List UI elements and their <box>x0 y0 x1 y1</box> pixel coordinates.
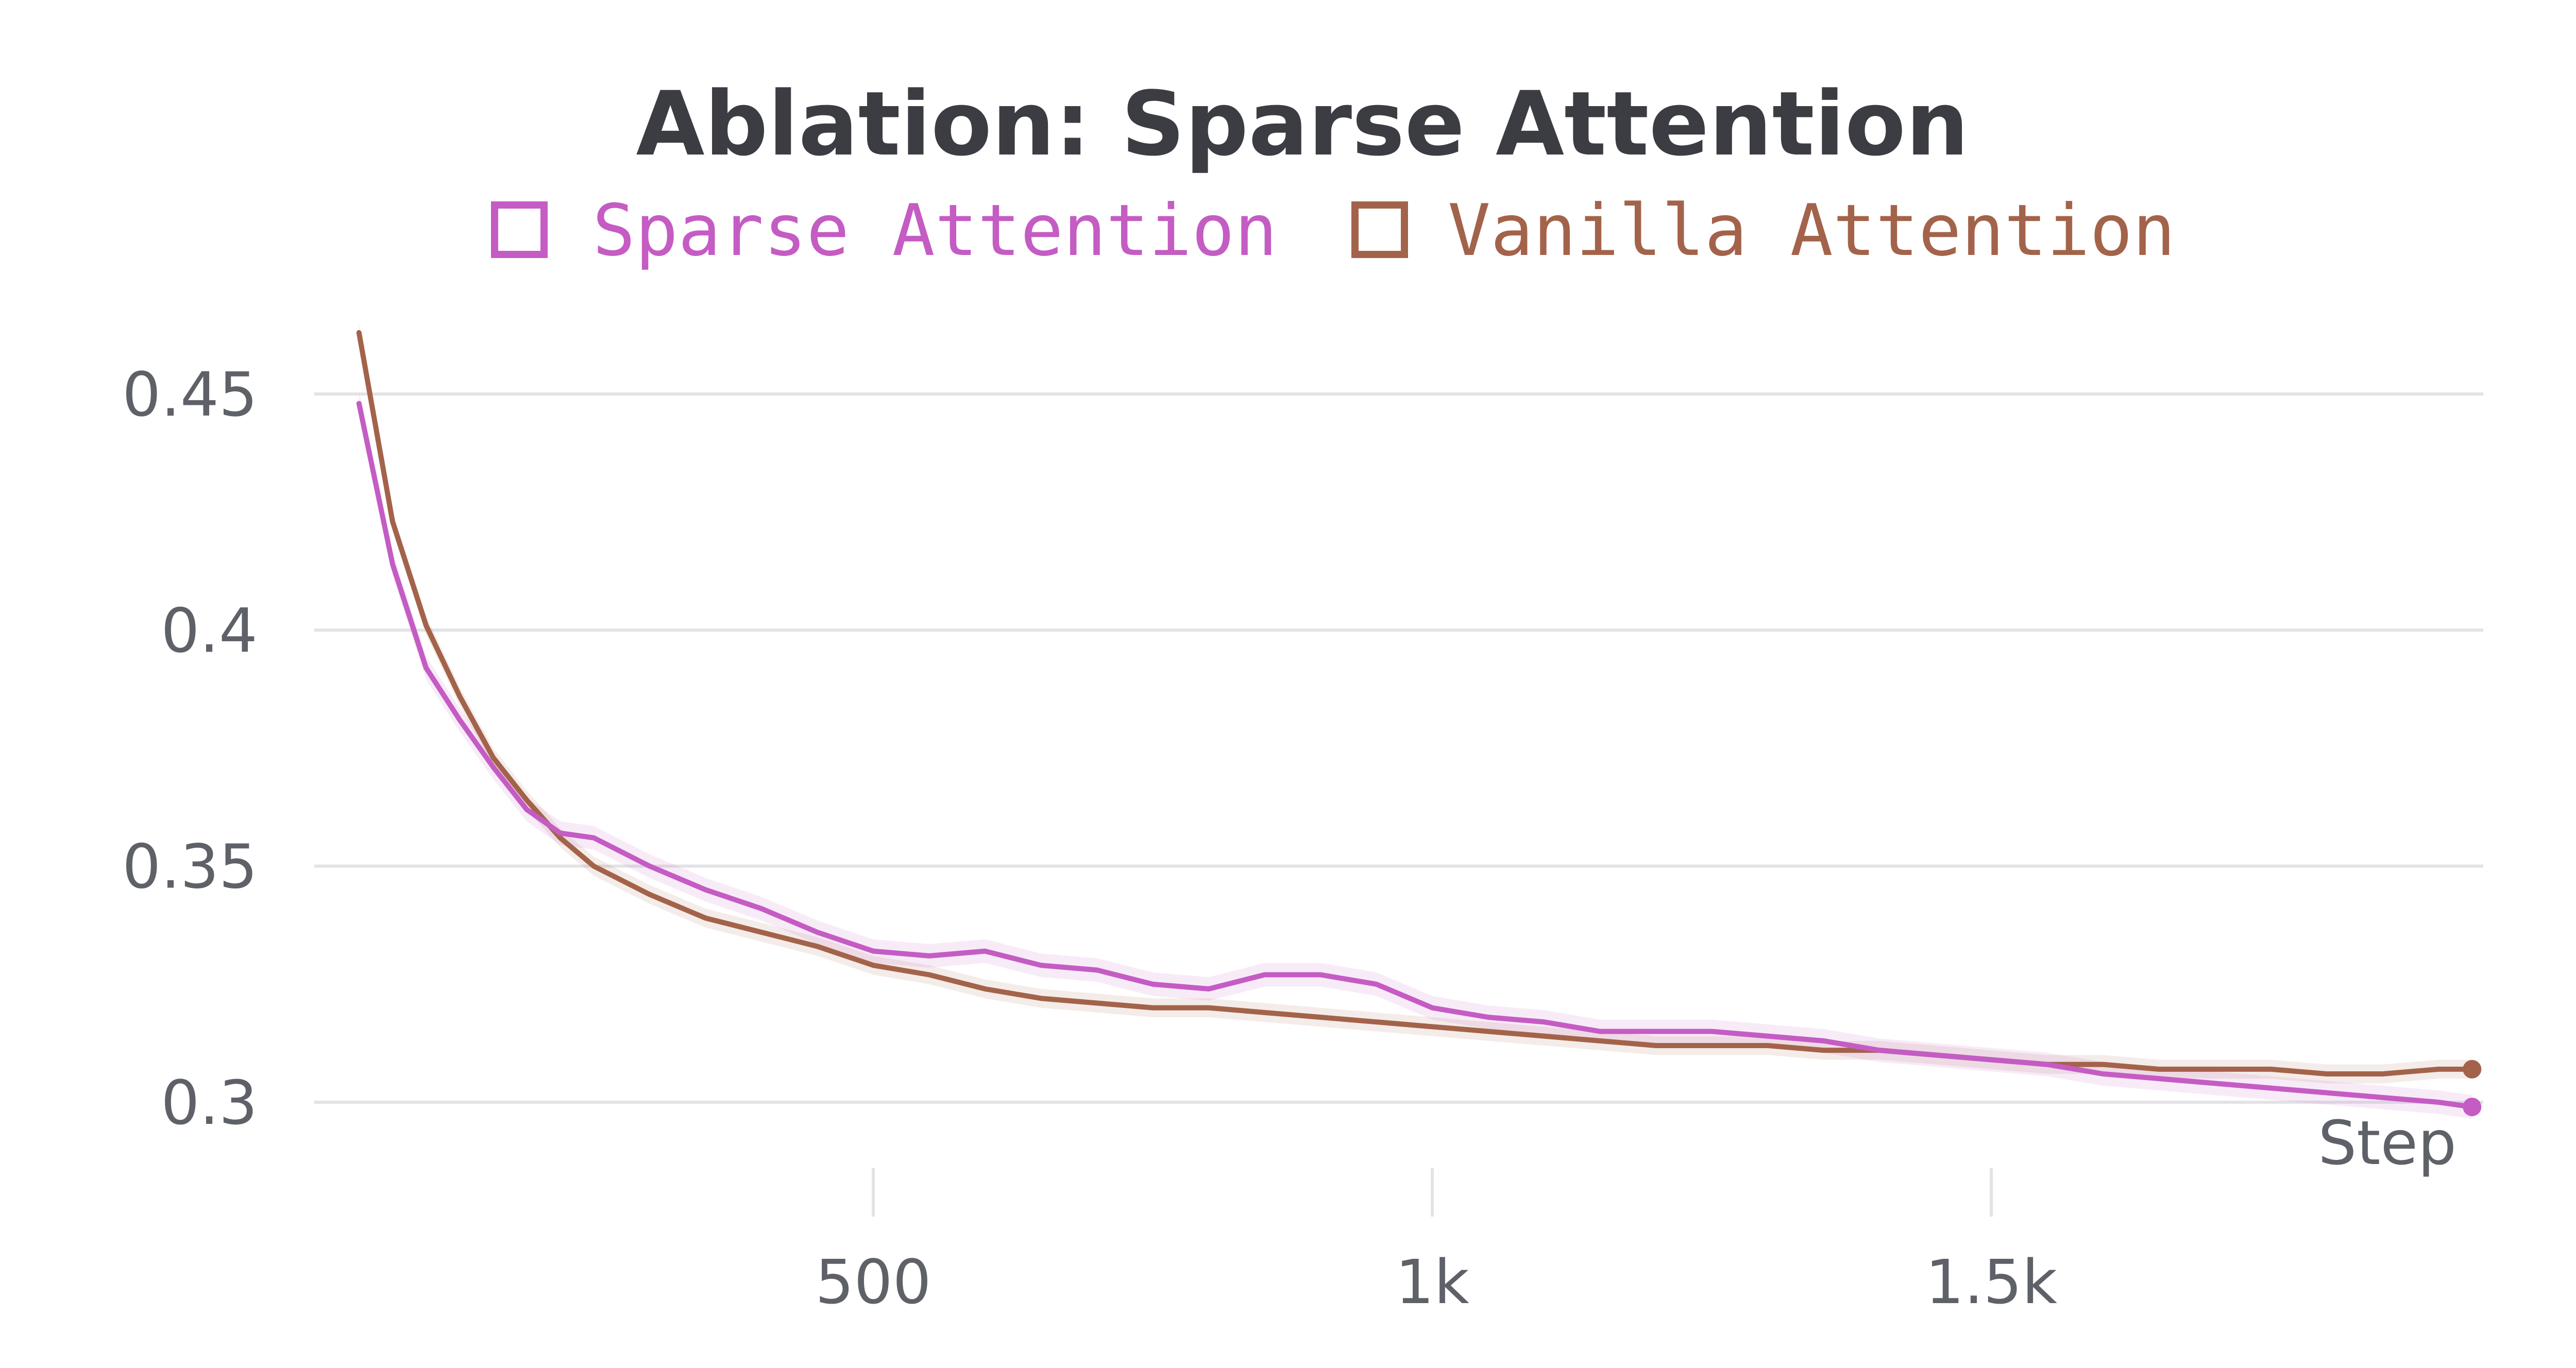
legend-swatch-icon <box>1351 201 1408 258</box>
series-endpoint-1[interactable] <box>2463 1059 2482 1079</box>
series-line-0[interactable] <box>356 401 2475 1110</box>
x-tick-label: 500 <box>815 1246 931 1318</box>
y-tick-label: 0.4 <box>161 595 258 666</box>
series-line-1[interactable] <box>356 330 2475 1076</box>
x-tick-label: 1.5k <box>1925 1246 2057 1318</box>
series-lines[interactable] <box>356 330 2482 1117</box>
legend-item[interactable]: Sparse Attention <box>491 189 1277 272</box>
series-band-1 <box>359 323 2472 1084</box>
y-tick-label: 0.35 <box>122 831 258 902</box>
x-axis-label: Step <box>2318 1107 2456 1178</box>
series-band-0 <box>359 391 2472 1119</box>
x-tick-label: 1k <box>1395 1246 1469 1318</box>
legend-swatch-icon <box>491 201 548 258</box>
legend-item[interactable]: Vanilla Attention <box>1351 189 2175 272</box>
legend-label: Vanilla Attention <box>1448 189 2175 272</box>
legend-label: Sparse Attention <box>592 189 1277 272</box>
grid <box>314 392 2483 1104</box>
legend[interactable]: Sparse Attention Vanilla Attention <box>491 189 2175 272</box>
axis-ticks: 0.45 0.4 0.35 0.3 500 1k 1.5k <box>122 359 2057 1318</box>
y-tick-label: 0.3 <box>161 1067 258 1138</box>
chart-title: Ablation: Sparse Attention <box>636 72 1969 176</box>
series-endpoint-0[interactable] <box>2463 1098 2482 1117</box>
y-tick-label: 0.45 <box>122 359 258 430</box>
